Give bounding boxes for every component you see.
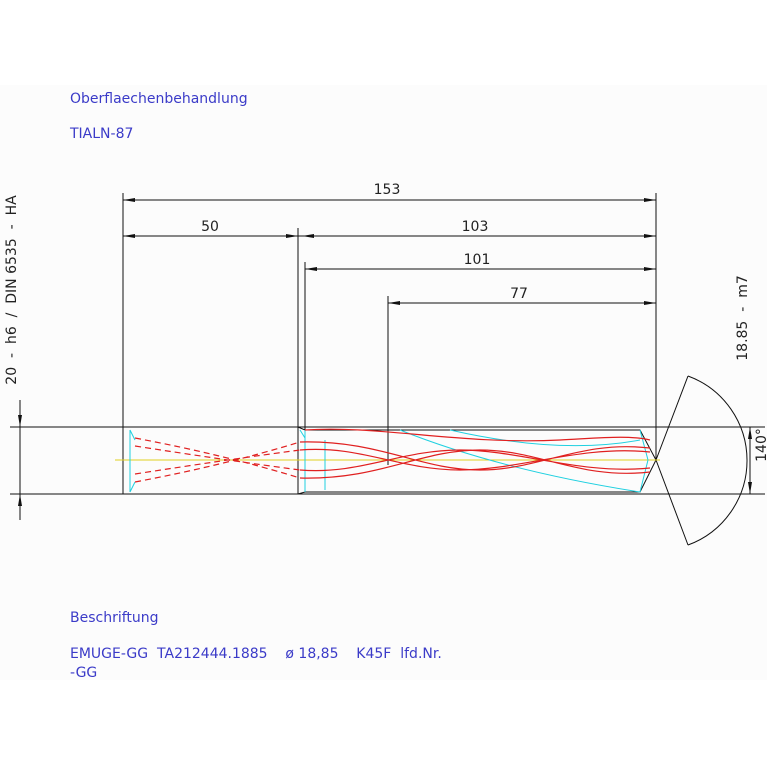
sheet bbox=[0, 85, 767, 680]
dim-shank-diameter: 20 - h6 / DIN 6535 - HA bbox=[4, 195, 20, 385]
tool bbox=[115, 375, 748, 546]
dim-shank: 50 bbox=[201, 219, 219, 235]
surface-label: Oberflaechenbehandlung bbox=[70, 91, 248, 107]
inscription-line1: EMUGE-GG TA212444.1885 ø 18,85 K45F lfd.… bbox=[70, 646, 442, 662]
inscription-label: Beschriftung bbox=[70, 610, 159, 626]
surface-value: TIALN-87 bbox=[69, 126, 133, 142]
dim-diameter: 18.85 - m7 bbox=[735, 275, 751, 360]
dim-flute: 101 bbox=[464, 252, 491, 268]
dim-total: 153 bbox=[374, 182, 401, 198]
dim-body: 103 bbox=[462, 219, 489, 235]
dim-angle: 140° bbox=[754, 428, 767, 462]
inscription-line2: -GG bbox=[70, 665, 97, 681]
dim-cut: 77 bbox=[510, 286, 528, 302]
